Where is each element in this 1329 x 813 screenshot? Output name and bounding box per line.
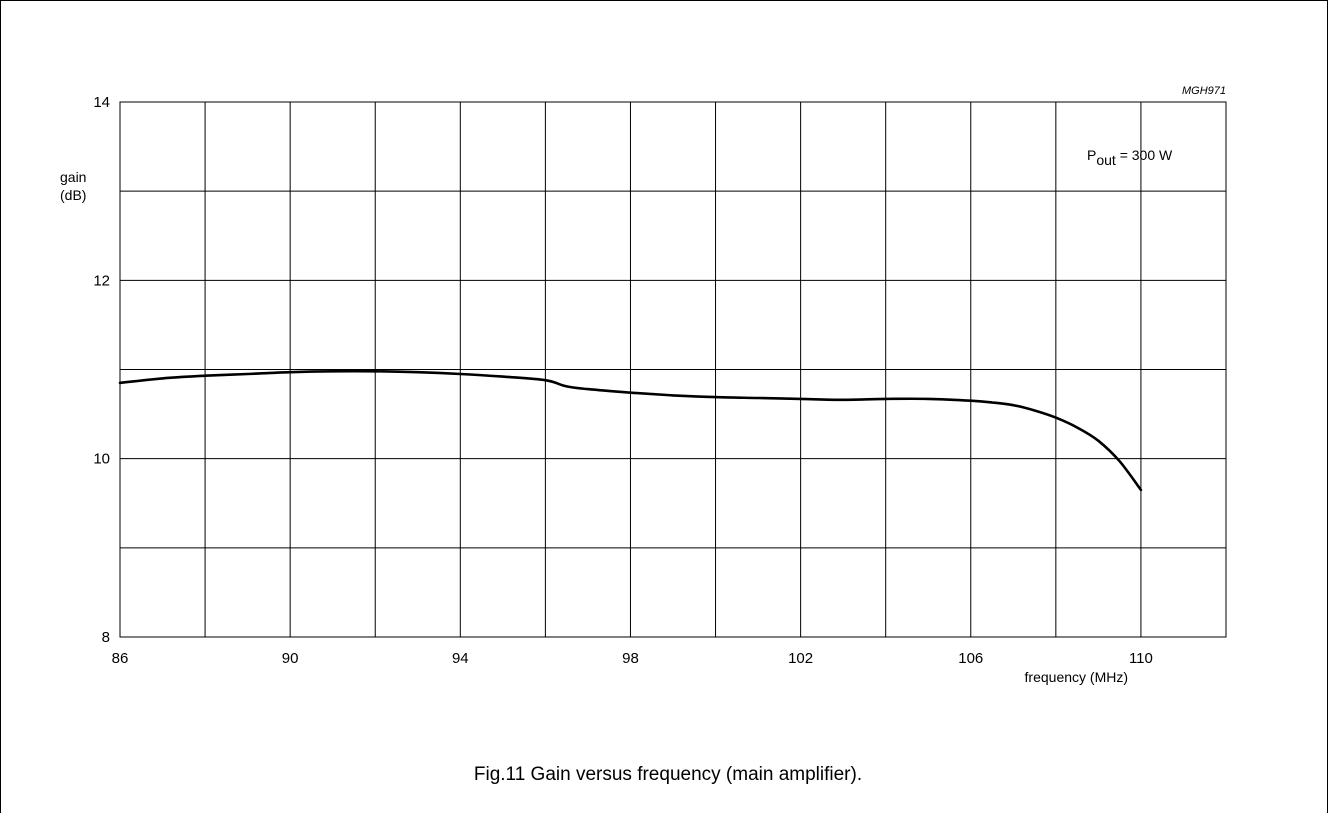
chart-grid <box>120 102 1226 637</box>
pout-value: = 300 W <box>1116 147 1173 163</box>
x-tick-label: 86 <box>112 650 129 667</box>
y-tick-label: 12 <box>93 272 110 289</box>
pout-symbol: P <box>1087 147 1096 163</box>
y-tick-label: 14 <box>93 94 110 111</box>
y-axis-label-line-2: (dB) <box>60 187 86 203</box>
figure-caption: Fig.11 Gain versus frequency (main ampli… <box>474 764 862 785</box>
x-tick-label: 94 <box>452 650 469 667</box>
x-axis-label: frequency (MHz) <box>1025 669 1128 685</box>
x-tick-label: 90 <box>282 650 299 667</box>
x-tick-label: 98 <box>622 650 639 667</box>
x-tick-label: 110 <box>1129 650 1153 667</box>
y-tick-label: 10 <box>93 451 110 468</box>
tick-labels: 86 90 94 98 102 106 110 8 10 12 14 <box>93 94 1153 667</box>
gain-curve <box>118 369 1143 492</box>
x-tick-label: 106 <box>958 650 983 667</box>
y-axis-label-line-1: gain <box>60 169 86 185</box>
plot-border <box>119 101 1227 638</box>
pout-annotation: Pout = 300 W <box>1087 147 1173 168</box>
x-tick-label: 102 <box>788 650 813 667</box>
y-tick-label: 8 <box>102 629 110 646</box>
pout-subscript: out <box>1096 152 1116 168</box>
figure-code: MGH971 <box>1182 85 1226 97</box>
